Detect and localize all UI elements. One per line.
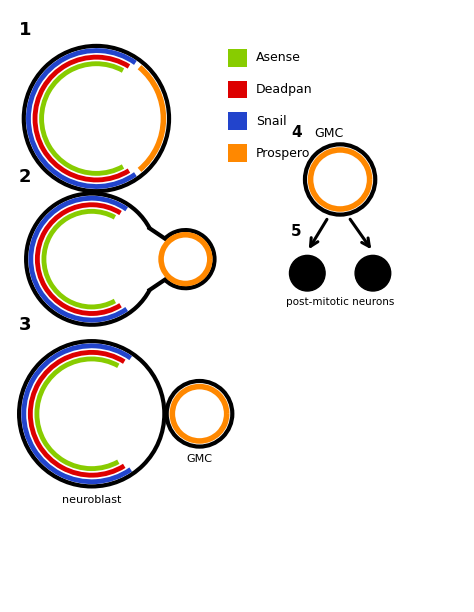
Text: 1: 1 — [19, 21, 32, 39]
Bar — [228, 144, 247, 162]
Text: 2: 2 — [19, 168, 32, 187]
Circle shape — [156, 230, 215, 288]
Text: 5: 5 — [291, 224, 301, 239]
Text: post-mitotic neurons: post-mitotic neurons — [286, 297, 394, 307]
Circle shape — [26, 193, 157, 325]
Text: Asense: Asense — [256, 51, 301, 64]
Bar — [228, 113, 247, 130]
Text: Deadpan: Deadpan — [256, 83, 312, 96]
Text: 3: 3 — [19, 316, 32, 334]
Circle shape — [290, 255, 325, 291]
Text: 4: 4 — [291, 125, 301, 140]
Circle shape — [355, 255, 391, 291]
Bar — [228, 49, 247, 67]
Text: Snail: Snail — [256, 115, 286, 128]
Text: GMC: GMC — [314, 127, 344, 140]
Text: Prospero: Prospero — [256, 147, 310, 160]
Polygon shape — [141, 241, 159, 277]
Circle shape — [24, 46, 169, 191]
Text: GMC: GMC — [186, 453, 212, 464]
Bar — [228, 81, 247, 99]
Text: neuroblast: neuroblast — [67, 200, 126, 210]
Circle shape — [19, 341, 164, 487]
Circle shape — [305, 144, 375, 215]
Circle shape — [167, 381, 232, 447]
Text: neuroblast: neuroblast — [62, 495, 121, 505]
